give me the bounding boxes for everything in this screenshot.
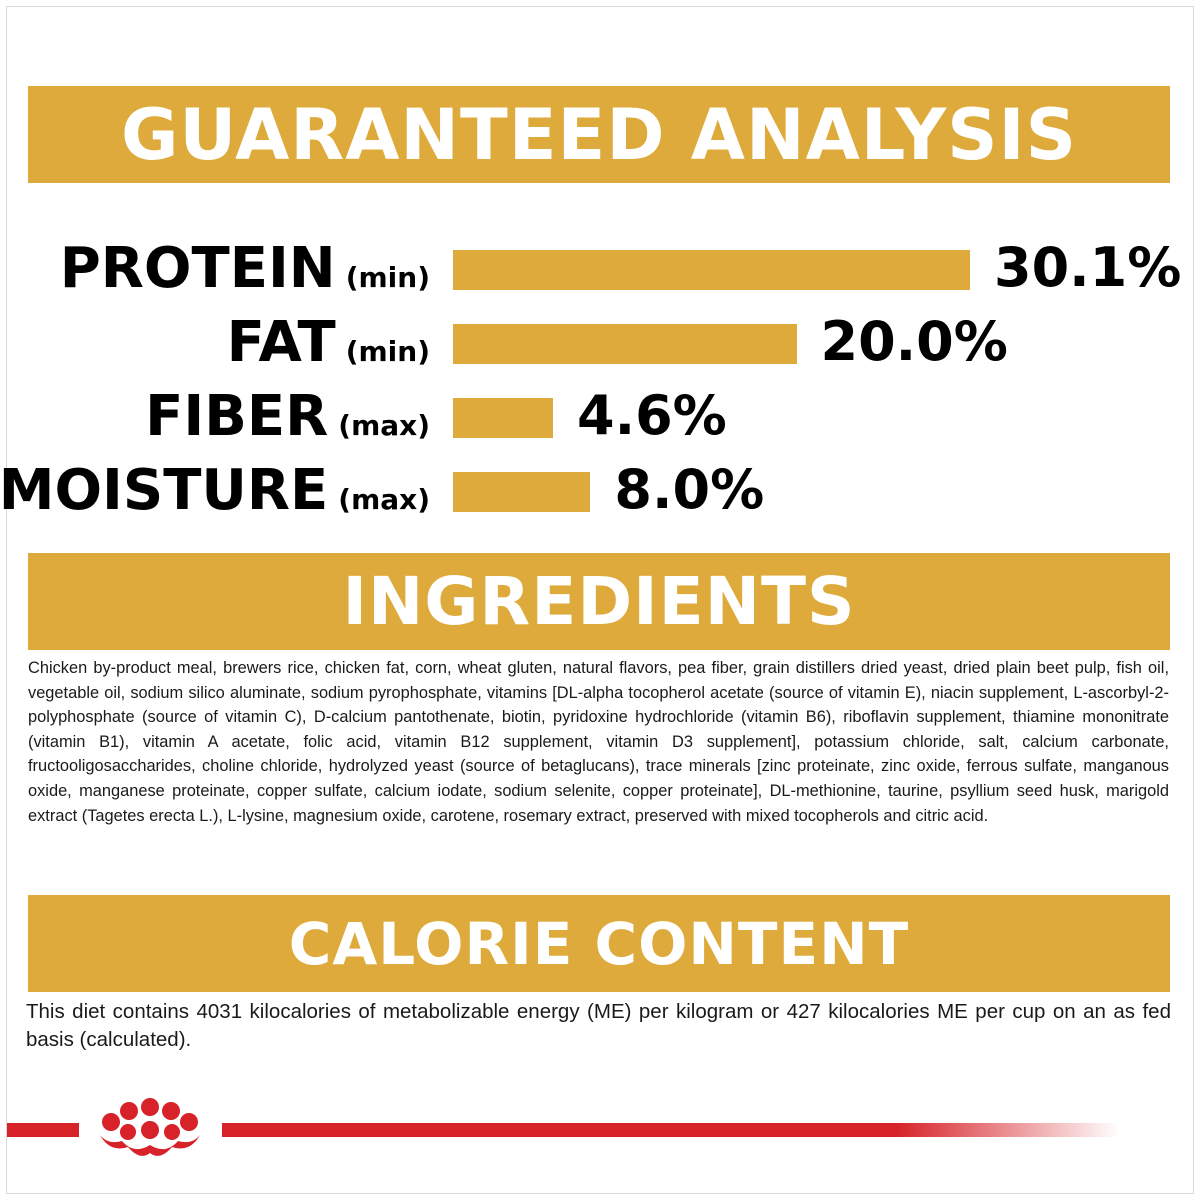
nutrient-value: 4.6% [577, 384, 727, 447]
nutrient-bar [453, 398, 553, 438]
analysis-row: MOISTURE (max) 8.0% [0, 458, 1200, 523]
nutrient-qualifier: (max) [338, 483, 430, 516]
analysis-row: FIBER (max) 4.6% [0, 384, 1200, 449]
analysis-label: FIBER (max) [145, 384, 430, 449]
footer-red-line-right [222, 1123, 1120, 1137]
nutrient-name: MOISTURE [0, 458, 329, 523]
nutrient-bar [453, 472, 591, 512]
analysis-row: FAT (min) 20.0% [0, 310, 1200, 375]
analysis-label: MOISTURE (max) [0, 458, 430, 523]
nutrient-value: 8.0% [614, 458, 765, 521]
guaranteed-analysis-heading: GUARANTEED ANALYSIS [120, 93, 1078, 176]
calorie-content-heading: CALORIE CONTENT [288, 909, 910, 978]
ingredients-heading: INGREDIENTS [342, 563, 856, 640]
footer-red-line-left [7, 1123, 79, 1137]
nutrient-qualifier: (min) [345, 261, 430, 294]
nutrient-qualifier: (min) [345, 335, 430, 368]
analysis-row: PROTEIN (min) 30.1% [0, 236, 1200, 301]
guaranteed-analysis-banner: GUARANTEED ANALYSIS [28, 86, 1170, 183]
calorie-content-banner: CALORIE CONTENT [28, 895, 1170, 992]
calorie-text: This diet contains 4031 kilocalories of … [26, 1000, 1171, 1051]
ingredients-banner: INGREDIENTS [28, 553, 1170, 650]
nutrient-value: 20.0% [820, 310, 1008, 373]
nutrient-qualifier: (max) [338, 409, 430, 442]
nutrient-bar [453, 250, 970, 290]
analysis-label: PROTEIN (min) [60, 236, 430, 301]
ingredients-text: Chicken by-product meal, brewers rice, c… [28, 659, 1169, 825]
nutrient-name: FAT [226, 310, 336, 375]
nutrient-name: PROTEIN [59, 236, 336, 301]
nutrient-value: 30.1% [994, 236, 1182, 299]
page-frame [6, 6, 1194, 1194]
nutrient-name: FIBER [145, 384, 329, 449]
analysis-label: FAT (min) [227, 310, 430, 375]
crown-icon [100, 1098, 200, 1156]
nutrient-bar [453, 324, 797, 364]
